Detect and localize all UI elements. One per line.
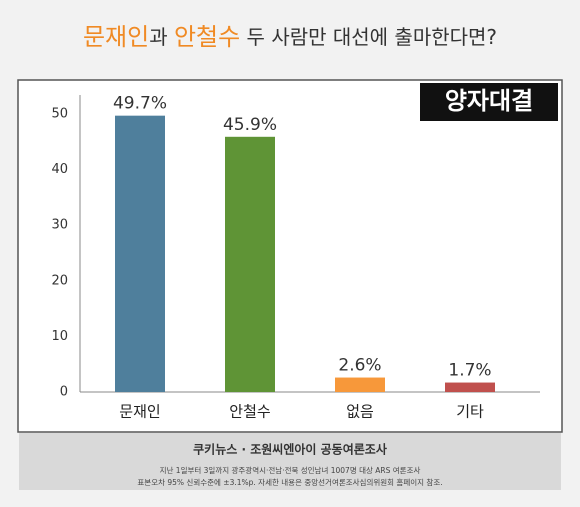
y-tick-label: 20 (51, 273, 68, 288)
bar (335, 377, 385, 392)
x-tick-label: 안철수 (229, 403, 270, 421)
x-tick-label: 문재인 (119, 403, 160, 421)
badge-box (420, 83, 558, 121)
value-label: 1.7% (448, 361, 491, 381)
y-tick-label: 0 (60, 385, 68, 400)
bar (445, 382, 495, 392)
y-tick-label: 40 (51, 162, 68, 177)
x-tick-label: 없음 (346, 403, 374, 421)
y-tick-label: 10 (51, 329, 68, 344)
footer-band (19, 433, 561, 490)
bar (225, 136, 275, 392)
note: 지난 1일부터 3일까지 광주광역시·전남·전북 성인남녀 1007명 대상 A… (160, 465, 421, 475)
source: 쿠키뉴스 · 조원씨엔아이 공동여론조사 (193, 442, 387, 457)
y-tick-label: 50 (51, 107, 68, 122)
chart-frame (17, 79, 563, 433)
title-segment: 안철수 (174, 23, 240, 51)
y-tick-label: 30 (51, 218, 68, 233)
note: 표본오차 95% 신뢰수준에 ±3.1%p. 자세한 내용은 중앙선거여론조사심… (137, 477, 442, 487)
title-segment: 문재인 (83, 23, 149, 51)
title-segment: 두 사람만 대선에 출마한다면? (240, 25, 497, 49)
title-segment: 과 (149, 25, 174, 49)
value-label: 49.7% (113, 94, 167, 114)
bar (115, 115, 165, 392)
value-label: 2.6% (338, 356, 381, 376)
value-label: 45.9% (223, 115, 277, 135)
x-tick-label: 기타 (456, 403, 484, 421)
badge: 양자대결 (445, 87, 533, 115)
chart-title: 문재인과 안철수 두 사람만 대선에 출마한다면? (83, 23, 497, 51)
